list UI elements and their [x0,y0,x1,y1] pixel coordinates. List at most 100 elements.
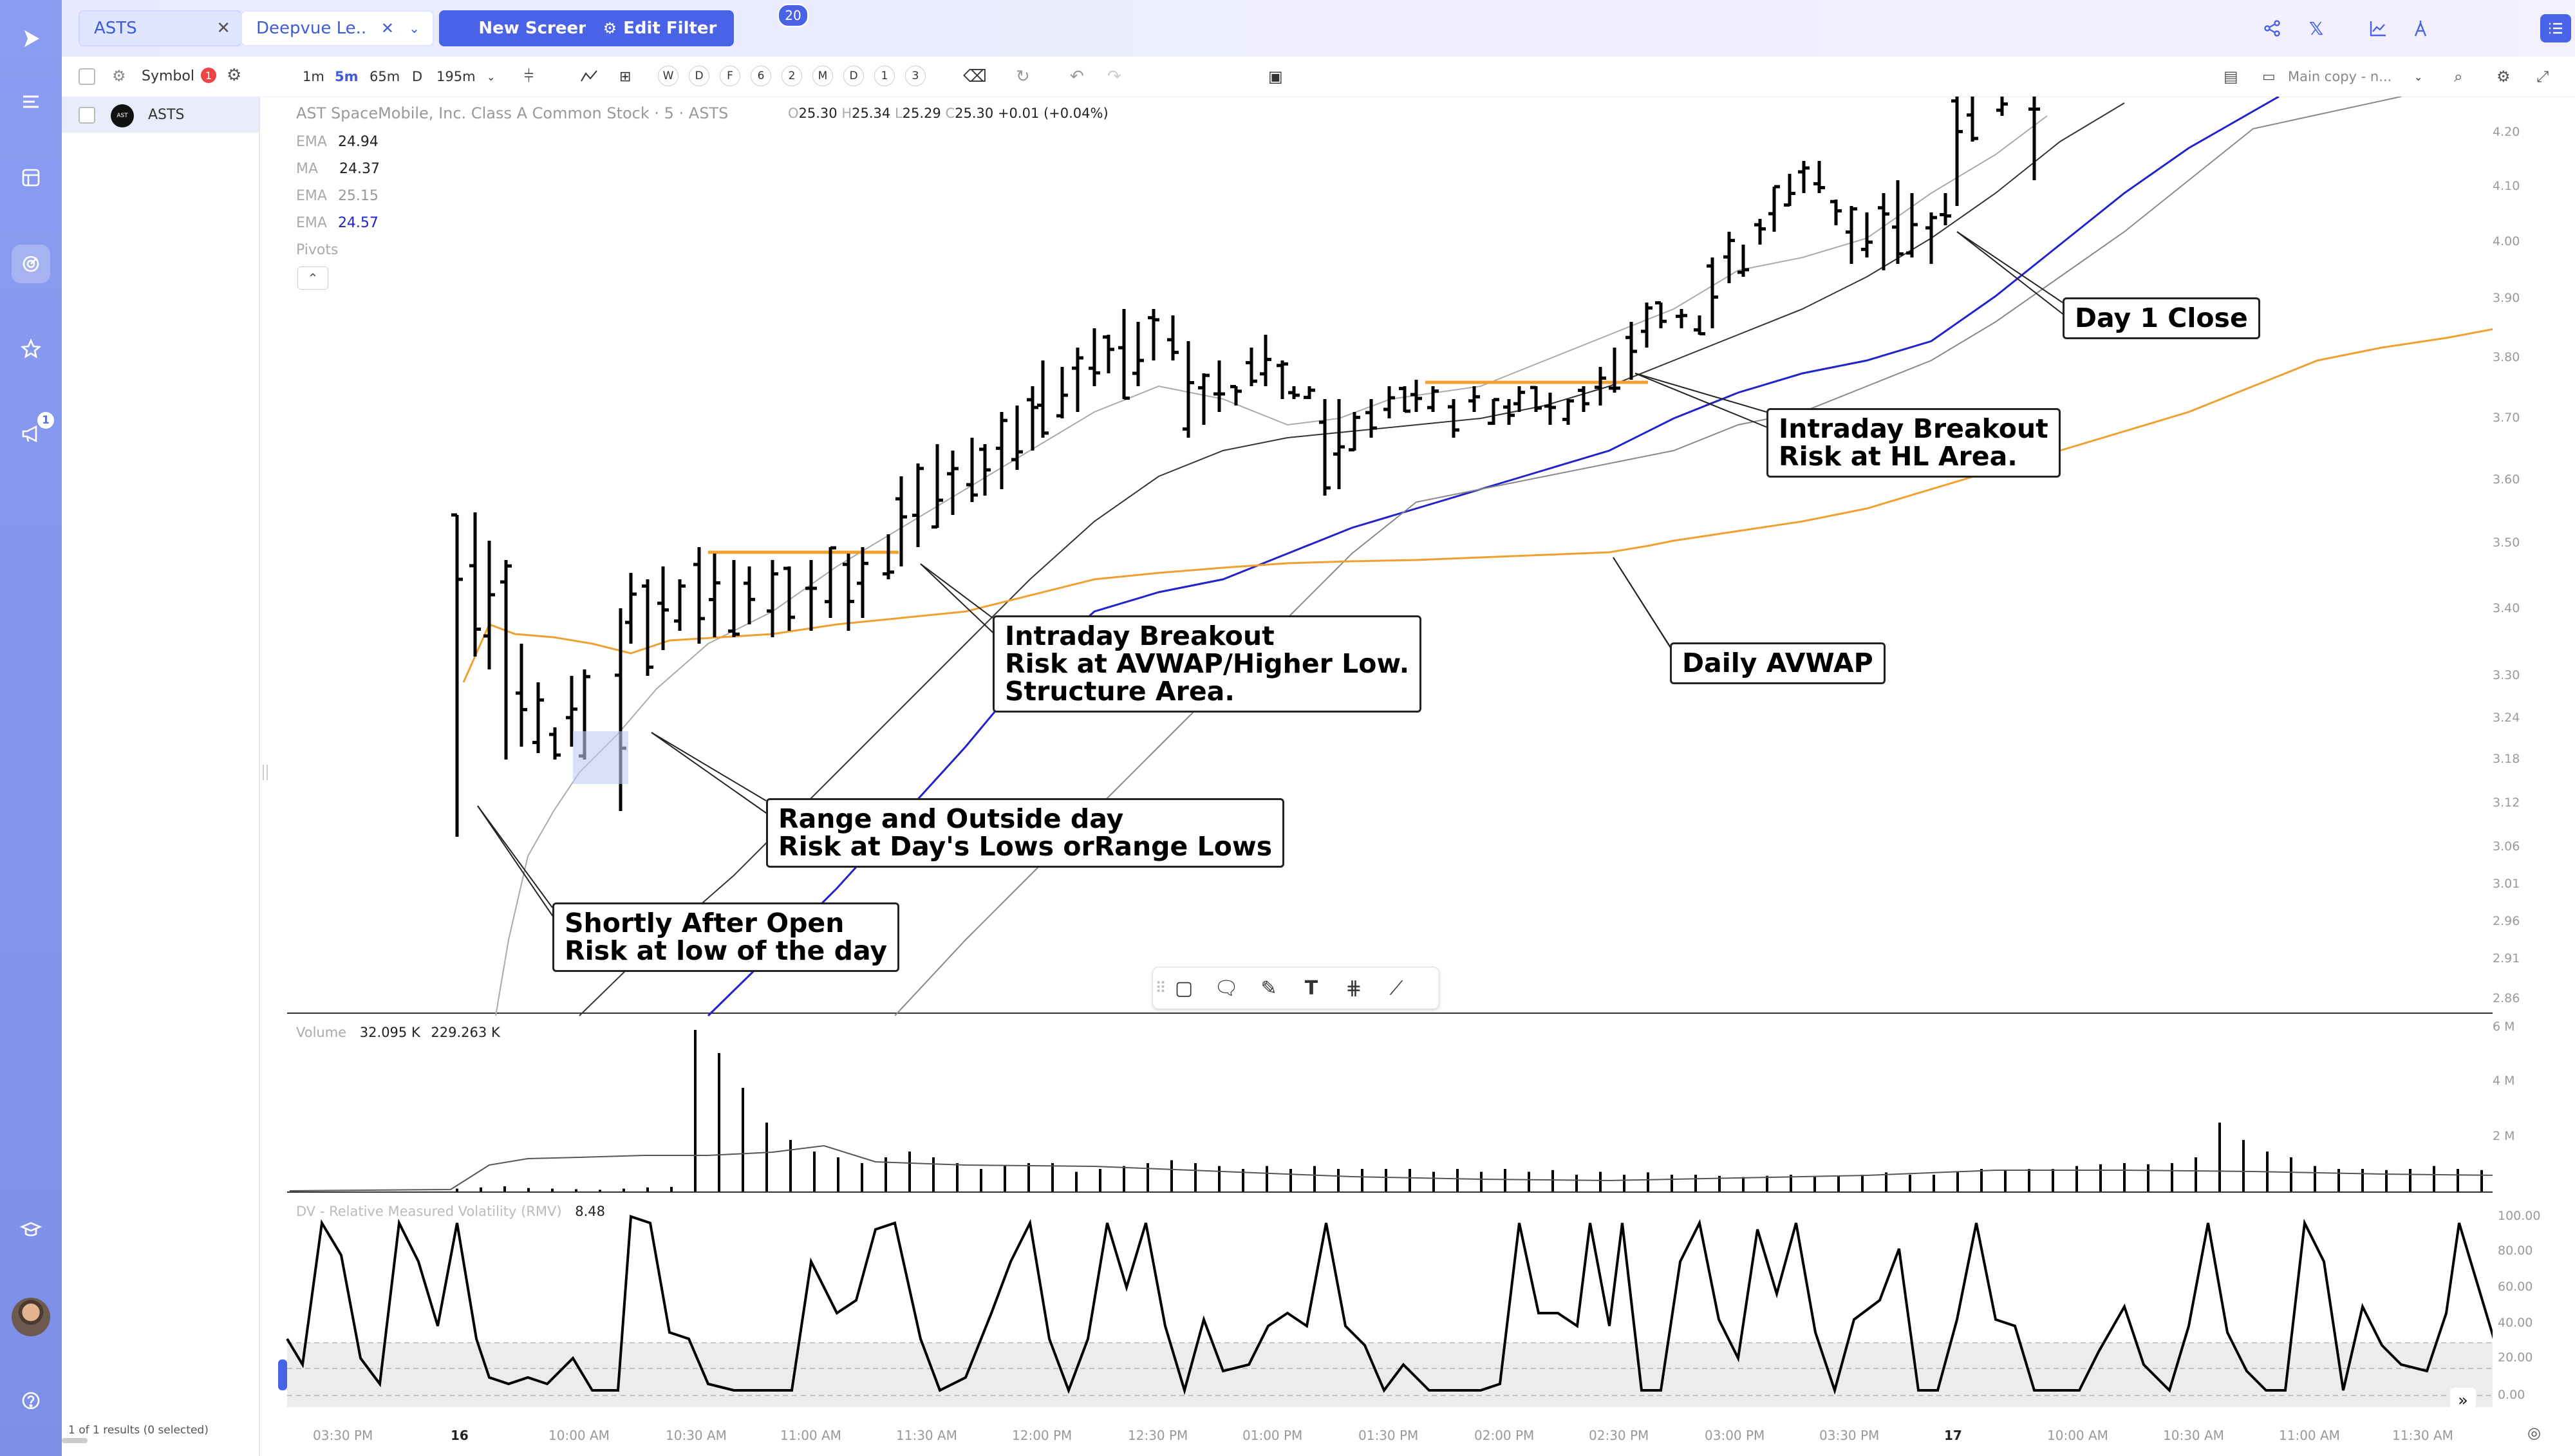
annotation-range-outside-day[interactable]: Range and Outside day Risk at Day's Lows … [766,798,1285,868]
row-checkbox[interactable] [79,107,95,124]
scrollbar[interactable] [62,1438,88,1443]
menu-icon[interactable] [12,82,50,121]
annotation-day-1-close[interactable]: Day 1 Close [2063,297,2260,339]
close-label: C [945,106,955,121]
close-icon[interactable]: ✕ [380,19,394,37]
period-2[interactable]: 2 [782,66,802,86]
panel-resize-handle[interactable] [263,765,268,780]
fullscreen-icon[interactable]: ⤢ [2536,68,2549,86]
symbol-list-header: ⚙ Symbol 1 ⚙ [62,57,259,95]
chevron-down-icon[interactable]: ⌄ [487,70,496,83]
eraser-icon[interactable]: ⌫ [963,67,987,86]
redo-icon[interactable]: ↷ [1107,67,1121,86]
tab-asts[interactable]: ASTS ✕ [79,10,242,46]
time-tick: 10:30 AM [666,1428,727,1443]
select-all-checkbox[interactable] [79,68,95,85]
price-tick: 3.80 [2493,350,2520,364]
rmv-label: DV - Relative Measured Volatility (RMV) … [296,1204,605,1219]
indicator-ema-3: EMA 24.57 [296,215,379,231]
folder-icon[interactable]: ▭ [2262,68,2276,85]
time-tick: 12:00 PM [1012,1428,1072,1443]
annotation-intraday-breakout-1[interactable]: Intraday Breakout Risk at AVWAP/Higher Lo… [993,615,1422,713]
price-tick: 2.91 [2493,951,2520,966]
price-chart[interactable] [259,97,2493,1435]
education-icon[interactable] [12,1210,50,1249]
interval-1m[interactable]: 1m [303,69,324,84]
user-avatar[interactable] [12,1298,50,1336]
brush-icon[interactable]: ✎ [1260,976,1277,1000]
compass-icon[interactable] [2405,14,2436,42]
period-3[interactable]: 3 [905,66,926,86]
pane-scroll-handle[interactable] [278,1359,287,1390]
undo-icon[interactable]: ↶ [1070,67,1084,86]
close-icon[interactable]: ✕ [216,19,230,38]
layout-icon[interactable] [12,158,50,197]
rmv-tick: 100.00 [2498,1209,2541,1223]
period-w[interactable]: W [658,66,679,86]
callout-icon[interactable]: 🗨 [1213,976,1239,1000]
period-d[interactable]: D [689,66,709,86]
list-view-icon[interactable] [2540,14,2571,42]
screener-icon[interactable] [12,245,50,283]
edit-filter-button[interactable]: ⚙ Edit Filter [586,10,734,46]
settings-small-icon[interactable]: ◎ [2527,1424,2541,1442]
logo-play-icon[interactable] [12,19,50,58]
search-icon[interactable]: ⌕ [2454,68,2463,86]
period-f[interactable]: F [720,66,740,86]
time-tick: 03:30 PM [313,1428,373,1443]
annotation-line: Day 1 Close [2075,303,2248,333]
period-1[interactable]: 1 [874,66,895,86]
leader-line [1634,373,1777,432]
calendar-icon[interactable]: ▣ [1268,68,1283,86]
scroll-right-button[interactable]: » [2450,1388,2476,1414]
layout-window-icon[interactable]: ▤ [2224,68,2238,86]
settings-icon[interactable]: ⚙ [112,67,126,85]
line-chart-icon[interactable] [2363,14,2393,42]
help-icon[interactable] [12,1381,50,1420]
fib-icon[interactable]: ⋕ [1345,976,1362,1000]
layout-name[interactable]: Main copy - n... [2288,69,2392,84]
share-icon[interactable] [2257,14,2288,42]
symbol-column-header[interactable]: Symbol [142,68,194,84]
annotation-line: Range and Outside day [778,803,1124,834]
chart-toolbar: 1m 5m 65m D 195m ⌄ ⫩ ⊞ W D F 6 2 M D 1 3… [259,57,2575,97]
indicator-name: EMA [296,134,327,150]
leader-line [1613,557,1681,664]
x-twitter-icon[interactable]: 𝕏 [2308,17,2324,39]
announcement-icon[interactable] [12,415,50,453]
results-footer: 1 of 1 results (0 selected) [68,1424,209,1437]
interval-5m[interactable]: 5m [335,69,359,84]
time-tick: 03:30 PM [1819,1428,1880,1443]
indicators-icon[interactable] [579,66,599,88]
refresh-icon[interactable]: ↻ [1016,67,1030,86]
rectangle-icon[interactable]: ▢ [1174,976,1194,1000]
interval-d[interactable]: D [412,69,423,84]
annotation-daily-avwap[interactable]: Daily AVWAP [1670,642,1886,684]
rmv-tick: 20.00 [2498,1350,2533,1365]
list-item[interactable]: AST ASTS [62,97,259,133]
period-m[interactable]: M [812,66,833,86]
period-d2[interactable]: D [843,66,864,86]
grid-icon[interactable]: ⊞ [619,68,632,85]
tab-screen[interactable]: Deepvue Le.. ✕ ⌄ [241,10,434,46]
bar-style-icon[interactable]: ⫩ [524,66,534,86]
chevron-down-icon[interactable]: ⌄ [409,21,420,36]
annotation-shortly-after-open[interactable]: Shortly After Open Risk at low of the day [552,902,900,972]
price-tick: 3.06 [2493,839,2520,854]
collapse-legend-button[interactable]: ⌃ [297,266,328,290]
period-6[interactable]: 6 [751,66,771,86]
star-icon[interactable] [12,330,50,368]
price-tick: 3.24 [2493,711,2520,725]
volume-value-2: 229.263 K [431,1025,500,1040]
chevron-down-icon[interactable]: ⌄ [2414,70,2423,83]
drag-handle-icon[interactable]: ⠿ [1155,979,1166,997]
annotation-line: Intraday Breakout [1779,413,2048,444]
interval-195m[interactable]: 195m [436,69,476,84]
text-icon[interactable]: T [1304,976,1318,1000]
price-tick: 3.90 [2493,291,2520,305]
interval-65m[interactable]: 65m [370,69,400,84]
gear-icon[interactable]: ⚙ [227,66,242,85]
gear-icon[interactable]: ⚙ [2496,68,2511,86]
trendline-icon[interactable]: ⟋ [1389,976,1403,1000]
annotation-intraday-breakout-2[interactable]: Intraday Breakout Risk at HL Area. [1766,408,2061,478]
